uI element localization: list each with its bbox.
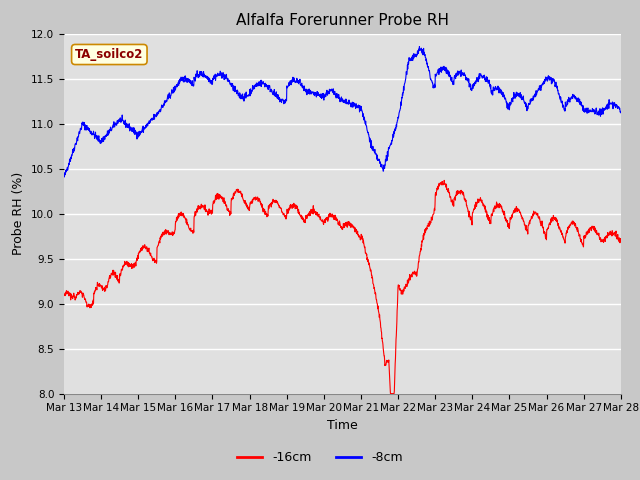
Y-axis label: Probe RH (%): Probe RH (%) — [12, 172, 26, 255]
Legend: -16cm, -8cm: -16cm, -8cm — [232, 446, 408, 469]
Title: Alfalfa Forerunner Probe RH: Alfalfa Forerunner Probe RH — [236, 13, 449, 28]
X-axis label: Time: Time — [327, 419, 358, 432]
Text: TA_soilco2: TA_soilco2 — [75, 48, 143, 61]
